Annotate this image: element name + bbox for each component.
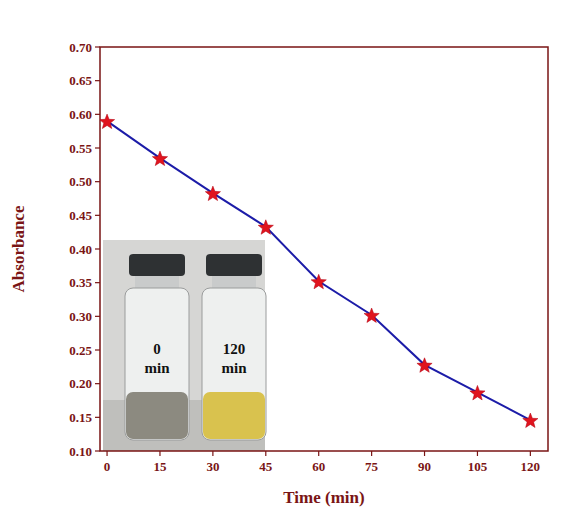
y-tick-label: 0.55 (69, 141, 92, 156)
y-tick-label: 0.60 (69, 107, 92, 122)
x-tick (424, 451, 425, 456)
y-tick (95, 215, 100, 216)
data-point (311, 274, 326, 288)
y-tick (95, 282, 100, 283)
y-tick (95, 349, 100, 350)
x-tick-label: 30 (206, 459, 219, 474)
data-line (107, 121, 530, 420)
x-tick (265, 451, 266, 456)
y-tick-label: 0.30 (69, 309, 92, 324)
y-tick (95, 450, 100, 451)
y-tick (95, 383, 100, 384)
x-tick-label: 45 (259, 459, 273, 474)
y-tick (95, 147, 100, 148)
y-tick-label: 0.20 (69, 376, 92, 391)
y-tick (95, 46, 100, 47)
y-tick-label: 0.70 (69, 40, 92, 55)
x-tick-label: 120 (521, 459, 541, 474)
x-tick (159, 451, 160, 456)
y-tick (95, 80, 100, 81)
data-point (417, 358, 432, 372)
y-tick-label: 0.40 (69, 242, 92, 257)
x-tick (106, 451, 107, 456)
y-tick-label: 0.65 (69, 73, 92, 88)
vial-label: 0min (144, 341, 170, 376)
vial-label: 120min (221, 341, 247, 376)
y-tick (95, 417, 100, 418)
x-tick-label: 60 (312, 459, 325, 474)
y-axis-title: Absorbance (9, 205, 28, 292)
data-point (100, 114, 115, 128)
x-tick-label: 105 (468, 459, 488, 474)
y-tick-label: 0.45 (69, 208, 92, 223)
data-point (523, 413, 538, 427)
x-tick (477, 451, 478, 456)
y-tick (95, 316, 100, 317)
plot-frame (100, 47, 548, 451)
y-tick (95, 248, 100, 249)
plot-marks (100, 114, 538, 427)
data-point (205, 186, 220, 200)
data-point (470, 385, 485, 399)
y-tick-label: 0.50 (69, 174, 92, 189)
chart: 0min 120min 0.10 0.15 0.20 0.25 0.30 0.35 0.40 0.… (0, 0, 565, 519)
y-tick-label: 0.15 (69, 410, 92, 425)
y-tick (95, 181, 100, 182)
x-tick (212, 451, 213, 456)
x-tick (530, 451, 531, 456)
y-tick-label: 0.25 (69, 343, 92, 358)
inset-photo (103, 240, 266, 451)
y-tick-label: 0.10 (69, 444, 92, 459)
x-tick-label: 75 (365, 459, 379, 474)
data-point (152, 151, 167, 165)
data-point (364, 308, 379, 322)
x-axis-title: Time (min) (283, 488, 364, 507)
x-tick-label: 15 (153, 459, 167, 474)
x-tick (371, 451, 372, 456)
y-tick (95, 114, 100, 115)
y-tick-label: 0.35 (69, 275, 92, 290)
x-tick-label: 90 (418, 459, 431, 474)
data-point (258, 220, 273, 234)
x-tick-label: 0 (104, 459, 111, 474)
x-tick (318, 451, 319, 456)
